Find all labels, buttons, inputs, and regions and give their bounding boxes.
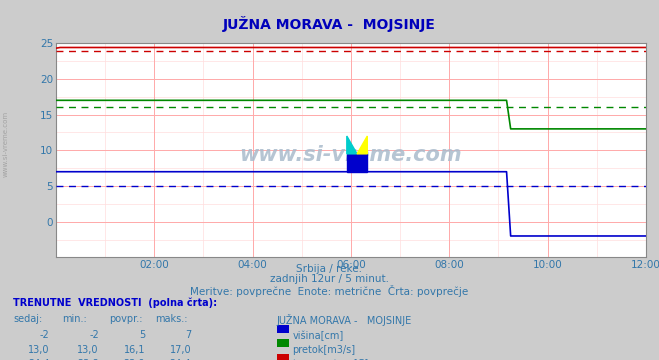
Text: JUŽNA MORAVA -   MOJSINJE: JUŽNA MORAVA - MOJSINJE [277, 314, 412, 326]
Text: povpr.:: povpr.: [109, 314, 142, 324]
Text: www.si-vreme.com: www.si-vreme.com [240, 145, 462, 165]
Text: 13,0: 13,0 [28, 345, 49, 355]
Text: min.:: min.: [63, 314, 88, 324]
Text: 24,4: 24,4 [169, 359, 191, 360]
Text: 5: 5 [139, 330, 145, 341]
Text: 16,1: 16,1 [123, 345, 145, 355]
Polygon shape [347, 136, 357, 154]
Text: pretok[m3/s]: pretok[m3/s] [293, 345, 356, 355]
Text: temperatura[C]: temperatura[C] [293, 359, 369, 360]
Text: 23,8: 23,8 [77, 359, 99, 360]
Text: višina[cm]: višina[cm] [293, 330, 344, 341]
Text: 13,0: 13,0 [77, 345, 99, 355]
Text: -2: -2 [40, 330, 49, 341]
Polygon shape [347, 154, 367, 172]
Text: www.si-vreme.com: www.si-vreme.com [2, 111, 9, 177]
Text: Meritve: povprečne  Enote: metrične  Črta: povprečje: Meritve: povprečne Enote: metrične Črta:… [190, 285, 469, 297]
Text: zadnjih 12ur / 5 minut.: zadnjih 12ur / 5 minut. [270, 274, 389, 284]
Text: 24,4: 24,4 [28, 359, 49, 360]
Text: 7: 7 [185, 330, 191, 341]
Text: 23,9: 23,9 [123, 359, 145, 360]
Text: -2: -2 [89, 330, 99, 341]
Text: maks.:: maks.: [155, 314, 187, 324]
Text: Srbija / reke.: Srbija / reke. [297, 264, 362, 274]
Text: JUŽNA MORAVA -  MOJSINJE: JUŽNA MORAVA - MOJSINJE [223, 16, 436, 32]
Text: TRENUTNE  VREDNOSTI  (polna črta):: TRENUTNE VREDNOSTI (polna črta): [13, 297, 217, 307]
Polygon shape [357, 136, 367, 154]
Text: 17,0: 17,0 [169, 345, 191, 355]
Text: sedaj:: sedaj: [13, 314, 42, 324]
